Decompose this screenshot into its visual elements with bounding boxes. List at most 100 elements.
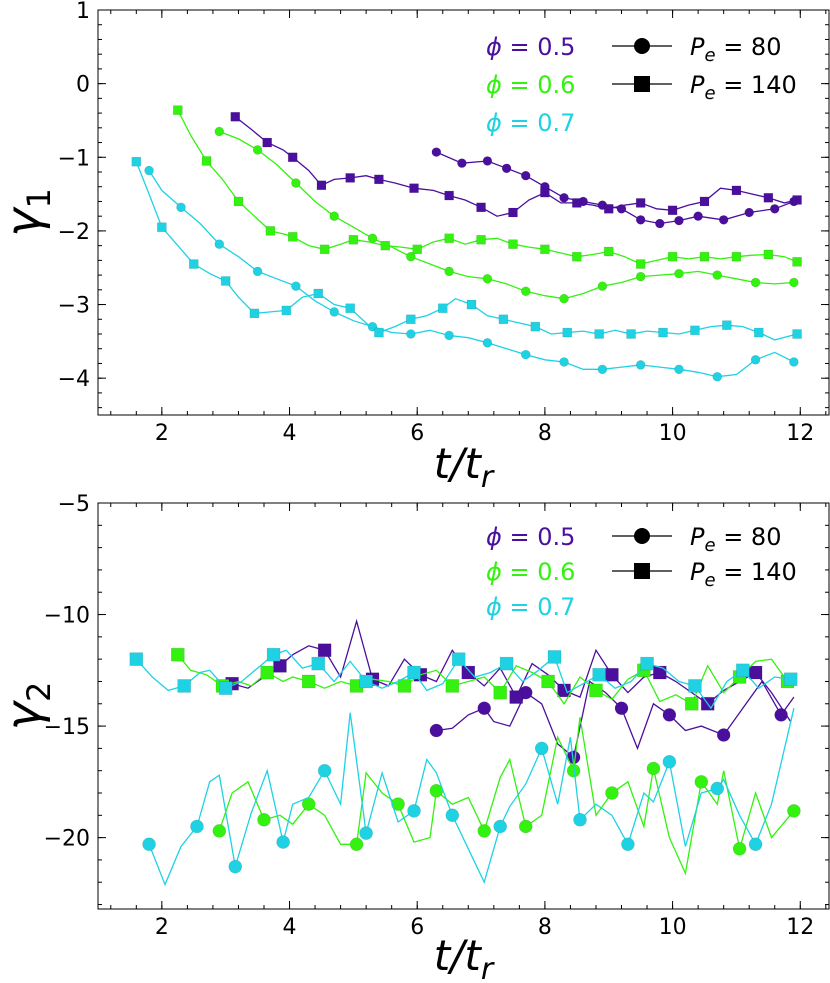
- data-point-square: [201, 156, 212, 166]
- y-tick-label: −3: [58, 294, 90, 319]
- data-point-square: [635, 259, 646, 269]
- data-point-square: [374, 174, 384, 185]
- x-tick-label: 2: [155, 915, 169, 940]
- data-point-square: [699, 196, 710, 207]
- data-point-square: [635, 198, 646, 208]
- data-point-circle: [662, 708, 677, 722]
- data-point-circle: [635, 215, 646, 225]
- data-point-square: [753, 327, 764, 338]
- data-point-square: [345, 173, 355, 183]
- data-point-square: [530, 321, 541, 332]
- series-line-phi07-pe80: [148, 170, 795, 378]
- y-tick-label: −15: [44, 715, 90, 740]
- data-point-square: [540, 187, 550, 198]
- data-point-circle: [214, 126, 225, 137]
- y-axis-label: γ2: [0, 682, 58, 731]
- data-point-circle: [750, 354, 761, 365]
- data-point-circle: [710, 781, 725, 796]
- legend-phi-label: ϕ = 0.6: [486, 558, 575, 586]
- data-point-square: [540, 244, 550, 255]
- data-point-square: [493, 685, 508, 700]
- y-axis-label: γ1: [0, 188, 58, 237]
- data-point-square: [498, 314, 509, 325]
- data-point-square: [653, 665, 667, 680]
- data-point-square: [605, 667, 619, 682]
- data-point-square: [406, 314, 416, 325]
- data-point-square: [313, 288, 324, 299]
- data-point-square: [359, 674, 373, 689]
- data-point-square: [640, 656, 654, 671]
- data-point-square: [301, 674, 316, 689]
- data-point-circle: [214, 239, 225, 249]
- data-point-circle: [769, 204, 780, 214]
- data-point-circle: [744, 207, 754, 218]
- data-point-square: [445, 679, 460, 693]
- data-point-square: [763, 249, 774, 260]
- plot-frame: [97, 9, 830, 416]
- data-point-circle: [482, 338, 493, 348]
- data-point-square: [763, 192, 774, 203]
- data-point-square: [736, 663, 750, 678]
- legend-pe-label: Pe = 80: [690, 523, 781, 556]
- data-point-circle: [573, 812, 587, 827]
- data-point-square: [508, 239, 518, 249]
- data-point-square: [171, 647, 185, 662]
- data-point-circle: [431, 147, 442, 157]
- plot-frame: [97, 502, 830, 910]
- data-point-circle: [329, 307, 340, 317]
- data-point-square: [731, 251, 742, 262]
- data-point-square: [603, 204, 614, 214]
- data-point-circle: [142, 837, 156, 852]
- data-point-circle: [518, 819, 533, 834]
- x-tick-label: 6: [410, 421, 424, 446]
- data-point-square: [476, 234, 486, 245]
- data-point-circle: [493, 819, 508, 834]
- y-tick-label: −5: [58, 492, 90, 517]
- data-point-circle: [317, 763, 332, 778]
- data-point-circle: [445, 808, 460, 823]
- data-point-circle: [477, 701, 492, 716]
- y-tick-label: 1: [76, 0, 90, 24]
- legend-marker-circle: [634, 528, 650, 544]
- data-point-square: [722, 320, 732, 330]
- data-point-square: [177, 679, 191, 693]
- data-point-square: [476, 202, 486, 213]
- data-point-circle: [621, 837, 635, 852]
- data-point-square: [731, 185, 742, 196]
- data-point-circle: [787, 804, 801, 818]
- data-point-square: [287, 232, 298, 242]
- data-point-circle: [534, 741, 549, 756]
- data-point-circle: [605, 786, 619, 800]
- x-tick-label: 8: [538, 421, 552, 446]
- data-point-circle: [614, 701, 629, 716]
- data-point-circle: [712, 371, 723, 382]
- data-point-square: [667, 251, 678, 262]
- data-point-square: [451, 652, 466, 666]
- data-point-square: [594, 329, 604, 339]
- data-point-square: [444, 233, 454, 244]
- data-point-circle: [457, 158, 467, 168]
- data-point-square: [541, 674, 555, 689]
- data-point-circle: [482, 273, 493, 284]
- data-point-square: [748, 665, 763, 680]
- data-point-square: [409, 183, 419, 193]
- data-point-circle: [520, 349, 531, 360]
- data-point-square: [218, 681, 233, 695]
- data-point-square: [499, 656, 514, 671]
- data-point-square: [380, 240, 391, 251]
- data-point-square: [249, 308, 260, 319]
- data-point-circle: [482, 156, 493, 166]
- data-point-circle: [748, 837, 763, 852]
- data-point-circle: [732, 841, 747, 856]
- data-point-circle: [716, 728, 731, 742]
- data-point-square: [287, 152, 298, 163]
- data-point-square: [265, 226, 276, 236]
- series-line-phi07-pe140: [135, 161, 798, 341]
- legend-phi-label: ϕ = 0.7: [486, 593, 575, 621]
- data-point-square: [572, 251, 582, 262]
- data-point-square: [792, 195, 802, 205]
- x-tick-label: 10: [659, 421, 687, 446]
- legend-pe-label: Pe = 140: [690, 71, 797, 104]
